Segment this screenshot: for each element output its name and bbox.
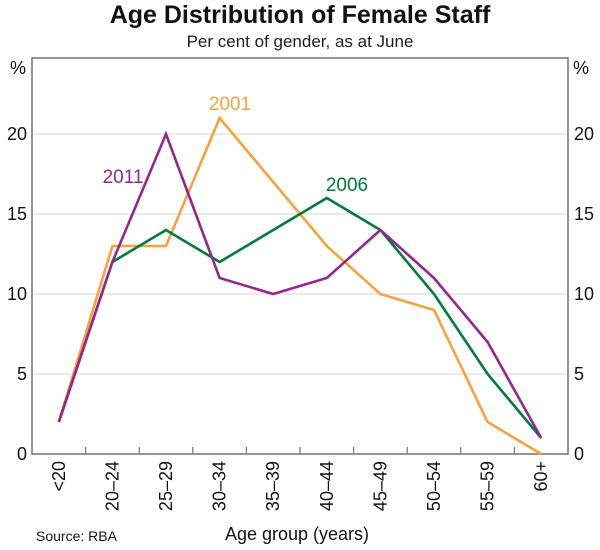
y-tick-label-left: 15 [7, 204, 27, 224]
y-tick-label-left: 0 [17, 444, 27, 464]
y-tick-label-right: 20 [574, 124, 594, 144]
chart-subtitle: Per cent of gender, as at June [186, 32, 414, 51]
x-category-label: 50–54 [424, 461, 444, 511]
series-line-2006 [57, 196, 543, 439]
series-label-2006: 2006 [326, 175, 368, 196]
series-label-2001: 2001 [209, 94, 251, 115]
x-category-label: 40–44 [317, 461, 337, 511]
y-tick-label-left: 10 [7, 284, 27, 304]
y-tick-label-right: 0 [574, 444, 584, 464]
x-category-label: 60+ [531, 461, 551, 492]
series-line-2011 [57, 130, 543, 439]
x-axis-title: Age group (years) [225, 524, 369, 544]
y-tick-label-right: 5 [574, 364, 584, 384]
y-tick-label-left: 5 [17, 364, 27, 384]
y-tick-label-right: 15 [574, 204, 594, 224]
y-unit-label-left: % [10, 58, 26, 78]
source-note: Source: RBA [36, 528, 118, 544]
x-category-label: 25–29 [156, 461, 176, 511]
series-label-2011: 2011 [103, 167, 144, 188]
x-category-label: 20–24 [102, 461, 122, 511]
y-unit-label-right: % [573, 58, 589, 78]
x-category-label: <20 [49, 461, 69, 492]
x-category-label: 55–59 [478, 461, 498, 511]
x-category-label: 45–49 [370, 461, 390, 511]
x-category-label: 35–39 [263, 461, 283, 511]
plot-frame [31, 57, 569, 455]
y-tick-label-right: 10 [574, 284, 594, 304]
chart-title: Age Distribution of Female Staff [109, 1, 491, 29]
x-category-label: 30–34 [210, 461, 230, 511]
y-tick-label-left: 20 [7, 124, 27, 144]
